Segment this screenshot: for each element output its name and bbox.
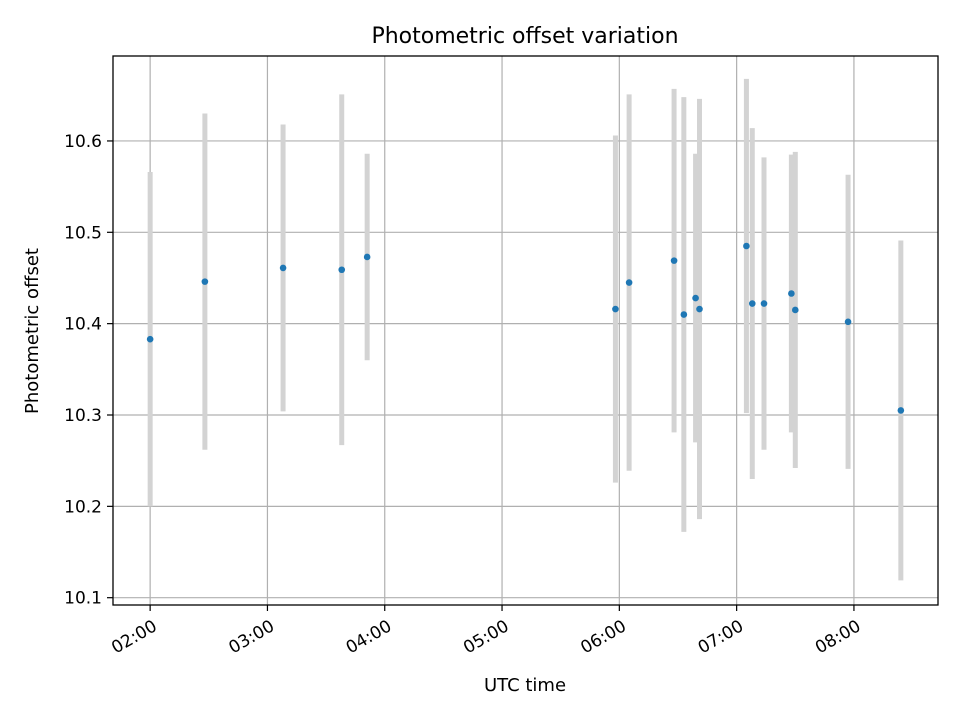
error-bars <box>147 78 904 581</box>
data-point <box>338 266 346 274</box>
data-points <box>146 242 905 414</box>
y-ticks: 10.1 10.2 10.3 10.4 10.5 10.6 <box>64 132 113 609</box>
y-tick-label: 10.6 <box>64 132 102 152</box>
data-point <box>363 253 371 261</box>
x-tick-label: 08:00 <box>812 616 864 658</box>
y-tick-label: 10.4 <box>64 315 102 335</box>
y-tick-label: 10.5 <box>64 223 102 243</box>
data-point <box>680 311 688 318</box>
data-point <box>897 407 905 414</box>
x-tick-label: 02:00 <box>108 616 160 658</box>
x-tick-label: 05:00 <box>460 616 512 658</box>
x-tick-label: 04:00 <box>343 616 395 658</box>
data-point <box>279 264 287 272</box>
x-tick-label: 03:00 <box>226 616 278 658</box>
y-tick-label: 10.1 <box>64 589 102 609</box>
x-gridlines <box>149 56 855 605</box>
x-tick-label: 07:00 <box>695 616 747 658</box>
chart-title: Photometric offset variation <box>371 24 678 49</box>
data-point <box>791 306 799 314</box>
data-point <box>146 335 154 343</box>
plot-frame <box>112 55 939 606</box>
data-point <box>696 305 703 313</box>
data-point <box>670 257 678 264</box>
data-point <box>201 278 209 285</box>
data-point <box>625 279 633 286</box>
y-axis-label: Photometric offset <box>22 248 43 414</box>
data-point <box>612 305 619 313</box>
y-tick-label: 10.3 <box>64 406 102 426</box>
data-point <box>760 300 768 307</box>
x-tick-label: 06:00 <box>577 616 629 658</box>
x-axis-label: UTC time <box>484 675 566 696</box>
x-ticks: 02:00 03:00 04:00 05:00 06:00 07:00 08:00 <box>108 605 864 658</box>
data-point <box>788 290 795 297</box>
data-point <box>743 242 750 250</box>
y-tick-label: 10.2 <box>64 497 102 517</box>
data-point <box>844 318 852 326</box>
data-point <box>748 300 756 307</box>
y-gridlines <box>113 140 938 599</box>
data-point <box>692 294 699 302</box>
